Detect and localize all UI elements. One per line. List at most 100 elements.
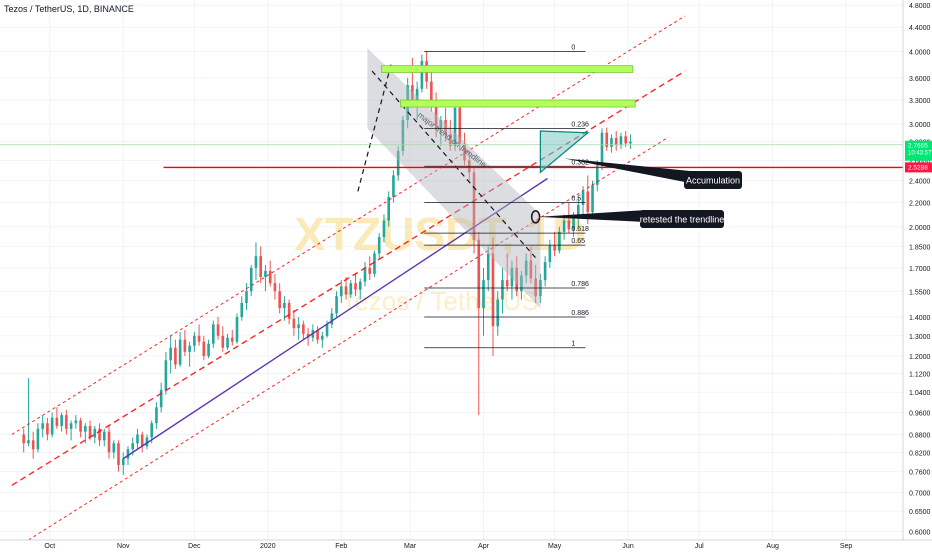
price-tick-label: 4.4000 (909, 25, 931, 32)
time-tick-label: Jul (695, 543, 704, 550)
impulse-line (357, 64, 392, 192)
grid (0, 0, 903, 540)
candle-body (586, 191, 590, 213)
current-price-badge-bg (905, 140, 932, 161)
candle-body (292, 318, 296, 329)
candle-body (254, 256, 258, 268)
descending-midline (371, 70, 539, 261)
candle-body (325, 324, 329, 336)
time-tick-label: Nov (117, 543, 130, 550)
candle-body (534, 278, 537, 297)
candle-body (22, 434, 26, 444)
fib-level-label: 0.236 (571, 121, 589, 128)
candle-body (515, 267, 518, 292)
retest-callout-text: retested the trendline (640, 215, 725, 225)
candle-body (55, 417, 59, 427)
fib-retracement: 0 0.236 0.382 0.5 0.618 0.65 0.786 0.886 1 (424, 44, 589, 349)
candle-body (46, 423, 49, 435)
candle-body (136, 434, 139, 444)
candle-body (373, 253, 376, 274)
candle-body (273, 283, 277, 292)
price-tick-label: 1.3000 (909, 334, 931, 341)
candle-body (65, 415, 68, 429)
candle-body (496, 299, 500, 327)
candle-body (98, 428, 101, 441)
candle-body (193, 335, 196, 346)
candle-body (31, 440, 35, 450)
resistance-price-badge-value: 2.5288 (908, 164, 928, 171)
candle-body (430, 81, 433, 104)
retest-callout: retested the trendline (538, 210, 724, 228)
candle-body (330, 313, 334, 325)
accumulation-triangle (539, 130, 590, 174)
price-tick-label: 3.6000 (909, 76, 931, 83)
candle-body (491, 253, 495, 327)
descending-channel-zone (367, 48, 541, 309)
price-tick-label: 3.0000 (909, 122, 931, 129)
accumulation-callout-box (684, 171, 742, 189)
price-tick-label: 0.6500 (909, 509, 931, 516)
candle-body (529, 260, 533, 279)
accumulation-callout-text: Accumulation (686, 176, 740, 186)
candle-body (553, 245, 556, 251)
candle-body (543, 261, 547, 281)
price-tick-label: 2.2000 (909, 201, 931, 208)
candle-body (107, 431, 111, 453)
fib-level-label: 0.5 (571, 196, 581, 203)
time-tick-label: Apr (478, 543, 490, 550)
candle-body (207, 343, 210, 357)
fib-level-label: 1 (571, 341, 575, 348)
candle-body (112, 443, 116, 453)
candle-body (434, 103, 438, 129)
price-tick-label: 2.0000 (909, 225, 931, 232)
candle-body (624, 136, 628, 144)
candle-body (88, 426, 92, 438)
candle-body (212, 324, 215, 344)
current-price-badge-sub: 10:43:57 (908, 151, 932, 157)
candle-body (486, 253, 490, 281)
candle-body (600, 132, 604, 166)
price-tick-label: 0.8800 (909, 433, 931, 440)
candle-body (420, 61, 424, 89)
retest-callout-pointer (538, 210, 646, 222)
candle-body (197, 335, 201, 342)
candle-body (576, 204, 580, 217)
candle-body (581, 191, 585, 205)
time-tick-label: Mar (404, 543, 417, 550)
current-price-badge-value: 2.7655 (908, 143, 928, 150)
resistance-price-badge-bg (905, 162, 932, 173)
time-tick-label: May (548, 543, 562, 550)
price-tick-label: 0.7000 (909, 490, 931, 497)
channel-line (11, 70, 686, 486)
time-tick-label: Feb (335, 543, 347, 550)
candle-body (183, 339, 187, 352)
candle-body (562, 220, 566, 232)
candle-body (619, 136, 623, 146)
channel-line (28, 136, 669, 541)
fib-level-label: 0 (571, 44, 575, 51)
price-tick-label: 1.2000 (909, 354, 931, 361)
candle-body (335, 296, 338, 314)
candle-body (178, 339, 182, 365)
candle-body (297, 324, 300, 329)
candle-body (121, 458, 125, 466)
candle-body (339, 286, 343, 297)
fib-level-label: 0.618 (571, 226, 589, 233)
candle-body (249, 267, 253, 292)
time-axis-bg (0, 540, 932, 550)
symbol-title: Tezos / TetherUS, 1D, BINANCE (4, 4, 134, 14)
resistance-price-badge: 2.5288 (905, 162, 932, 173)
candle-body (60, 415, 63, 427)
candle-body (140, 434, 144, 447)
candle-body (259, 256, 263, 277)
accumulation-callout: Accumulation (564, 158, 742, 189)
resistance-zone-upper (381, 65, 634, 73)
candle-body (358, 281, 362, 290)
fib-level-label: 0.786 (571, 281, 589, 288)
candle-body (605, 132, 609, 148)
fib-level-label: 0.382 (571, 159, 589, 166)
price-tick-label: 1.1200 (909, 371, 931, 378)
